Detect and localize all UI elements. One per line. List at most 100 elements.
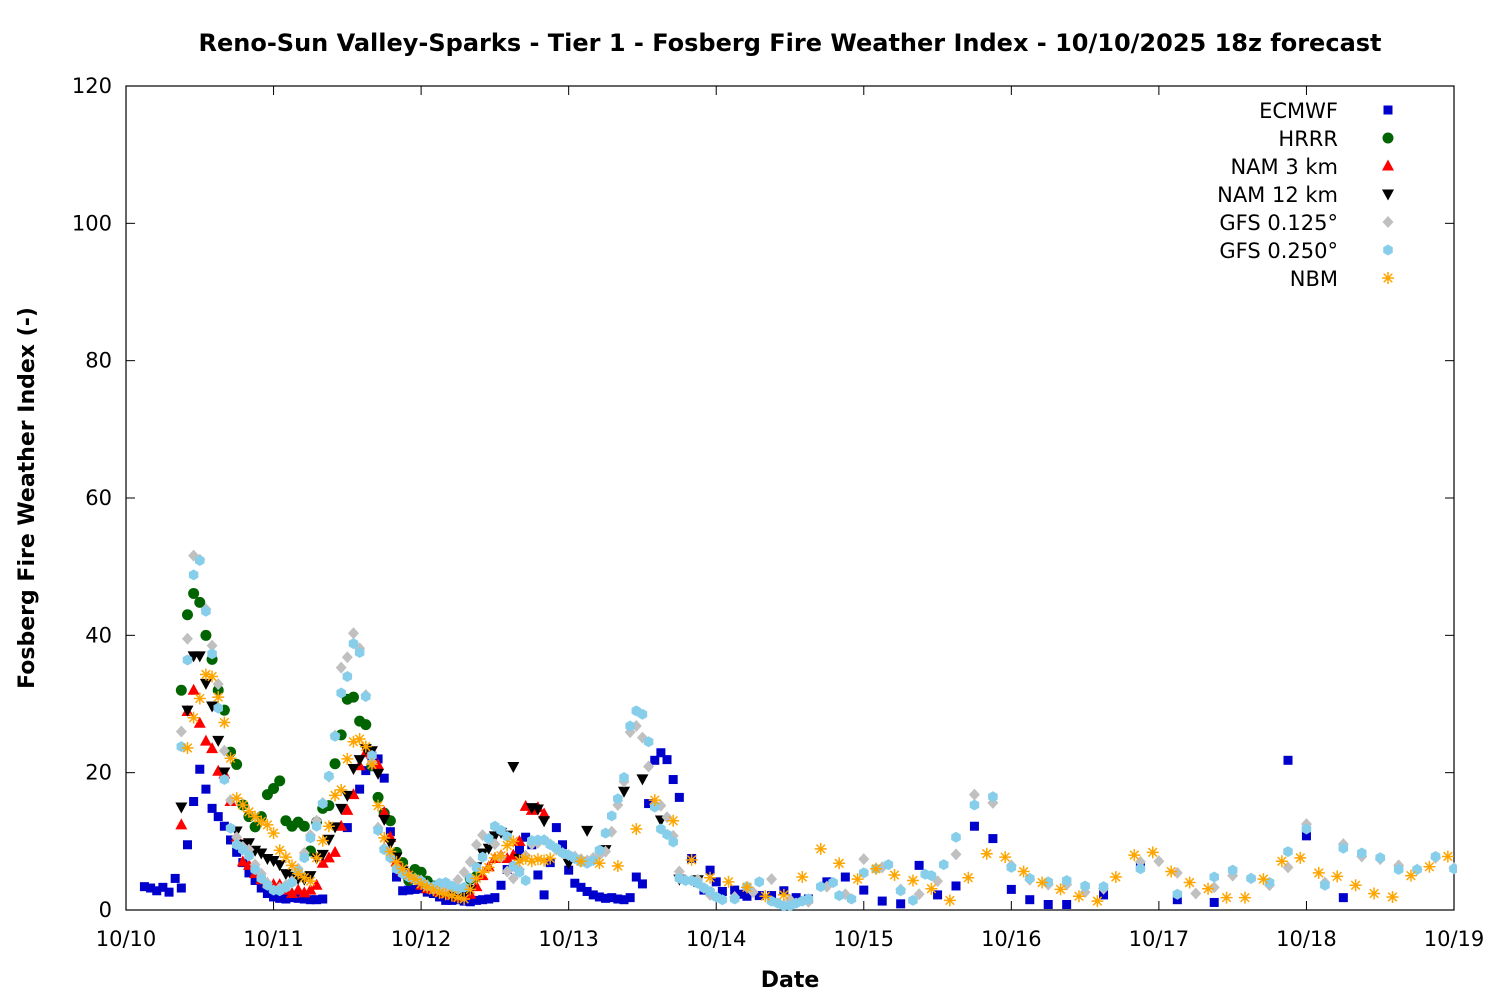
data-point bbox=[969, 821, 979, 831]
data-point bbox=[1054, 883, 1067, 896]
data-point bbox=[1238, 891, 1251, 904]
data-point bbox=[392, 872, 402, 882]
data-point bbox=[206, 639, 218, 652]
data-point bbox=[1061, 874, 1072, 886]
data-point bbox=[182, 654, 193, 666]
data-point bbox=[378, 831, 391, 844]
data-point bbox=[531, 804, 544, 816]
data-point bbox=[322, 820, 335, 833]
data-point bbox=[766, 873, 778, 886]
data-point bbox=[298, 820, 310, 832]
data-point bbox=[711, 877, 721, 887]
data-point bbox=[668, 775, 678, 785]
data-point bbox=[870, 862, 883, 875]
data-point bbox=[1043, 900, 1053, 910]
data-point bbox=[316, 834, 329, 847]
data-point bbox=[643, 736, 654, 748]
data-point bbox=[883, 859, 894, 871]
y-tick-label: 20 bbox=[85, 761, 112, 785]
data-point bbox=[477, 851, 488, 863]
x-tick-label: 10/19 bbox=[1424, 927, 1485, 951]
data-point bbox=[335, 819, 348, 831]
data-point bbox=[502, 831, 512, 843]
data-point bbox=[999, 851, 1012, 864]
x-tick-label: 10/13 bbox=[538, 927, 599, 951]
data-point bbox=[329, 758, 341, 770]
data-point bbox=[662, 755, 672, 765]
data-point bbox=[1006, 861, 1017, 873]
data-point bbox=[317, 798, 328, 810]
data-point bbox=[188, 587, 200, 599]
data-point bbox=[648, 794, 661, 807]
data-point bbox=[1080, 880, 1090, 892]
data-point bbox=[815, 881, 826, 893]
x-tick-label: 10/14 bbox=[686, 927, 747, 951]
data-point bbox=[662, 828, 672, 840]
data-point bbox=[1393, 863, 1404, 875]
data-point bbox=[470, 872, 483, 885]
data-point bbox=[482, 861, 495, 874]
data-point bbox=[384, 845, 397, 858]
y-tick-label: 120 bbox=[72, 74, 112, 98]
data-point bbox=[193, 716, 206, 728]
data-point bbox=[574, 855, 587, 868]
data-point bbox=[594, 892, 604, 902]
data-point bbox=[858, 853, 870, 866]
data-point bbox=[520, 874, 531, 886]
legend-label: GFS 0.125° bbox=[1219, 211, 1338, 235]
legend-marker bbox=[1383, 105, 1393, 115]
data-point bbox=[600, 827, 611, 839]
data-point bbox=[759, 890, 772, 903]
data-point bbox=[324, 770, 334, 782]
data-point bbox=[361, 690, 371, 702]
data-point bbox=[1209, 871, 1219, 883]
data-point bbox=[273, 860, 286, 872]
y-tick-label: 60 bbox=[85, 486, 112, 510]
data-point bbox=[649, 801, 660, 813]
data-point bbox=[488, 831, 501, 843]
data-point bbox=[471, 861, 482, 873]
data-point bbox=[267, 856, 280, 868]
data-point bbox=[1368, 887, 1381, 900]
data-point bbox=[705, 865, 715, 875]
data-point bbox=[1099, 890, 1109, 900]
data-point bbox=[514, 845, 524, 855]
y-tick-label: 80 bbox=[85, 349, 112, 373]
data-point bbox=[969, 799, 980, 811]
data-point bbox=[742, 891, 752, 901]
data-point bbox=[390, 855, 403, 868]
data-point bbox=[452, 891, 464, 904]
data-point bbox=[304, 883, 317, 895]
data-point bbox=[372, 791, 384, 803]
data-point bbox=[335, 803, 348, 815]
data-point bbox=[564, 865, 574, 875]
x-tick-label: 10/15 bbox=[834, 927, 895, 951]
data-point bbox=[495, 849, 508, 862]
data-point bbox=[1190, 887, 1202, 900]
data-point bbox=[342, 671, 353, 683]
data-point bbox=[704, 871, 717, 884]
data-point bbox=[483, 833, 494, 845]
data-point bbox=[851, 873, 864, 886]
legend-marker bbox=[1382, 132, 1394, 144]
chart-title: Reno-Sun Valley-Sparks - Tier 1 - Fosber… bbox=[198, 29, 1381, 57]
series-ecmwf bbox=[139, 748, 1348, 910]
data-point bbox=[146, 883, 156, 893]
data-point bbox=[372, 768, 385, 780]
data-point bbox=[601, 893, 611, 903]
data-point bbox=[754, 876, 765, 888]
legend-marker bbox=[1382, 159, 1394, 171]
data-point bbox=[181, 705, 194, 717]
data-point bbox=[558, 840, 568, 850]
data-point bbox=[544, 852, 557, 865]
data-point bbox=[281, 894, 291, 904]
data-point bbox=[305, 895, 315, 905]
data-point bbox=[341, 651, 353, 664]
data-point bbox=[618, 786, 630, 798]
data-point bbox=[256, 872, 267, 884]
data-point bbox=[796, 871, 809, 884]
data-point bbox=[286, 887, 298, 899]
data-point bbox=[310, 851, 323, 864]
data-point bbox=[1460, 874, 1472, 886]
data-point bbox=[478, 895, 488, 905]
